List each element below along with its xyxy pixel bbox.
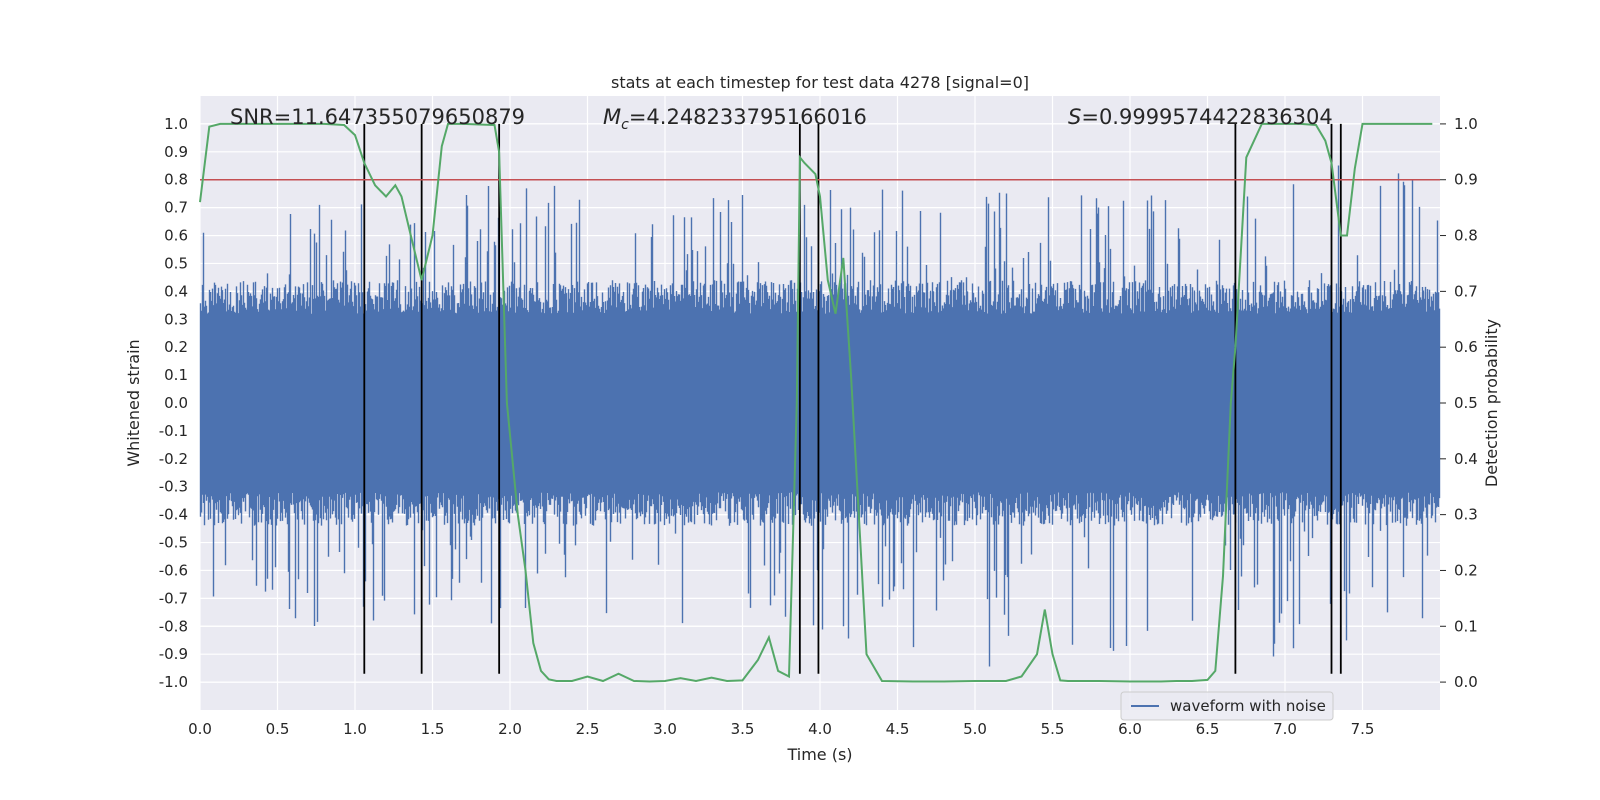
legend-label: waveform with noise [1170,697,1326,715]
y-tick-label: -0.9 [159,645,188,663]
waveform-series [199,165,1441,667]
x-tick-label: 1.5 [421,720,445,738]
y-tick-labels: -1.0 -0.9 -0.8 -0.7 -0.6 -0.5 -0.4 -0.3 -0.2 -0.1… [159,115,188,691]
waveform-noise [199,165,1441,667]
x-tick-label: 5.5 [1041,720,1065,738]
mc-symbol: M [603,105,621,129]
y2-tick-labels: 0.0 0.1 0.2 0.3 0.4 0.5 0.6 0.7 0.8 0.9 1.0 [1440,115,1478,691]
y-tick-label: 0.5 [164,254,188,272]
y-tick-label: -0.1 [159,422,188,440]
x-tick-label: 7.5 [1351,720,1375,738]
x-tick-label: 5.0 [963,720,987,738]
x-tick-label: 1.0 [343,720,367,738]
legend: waveform with noise [1120,691,1334,721]
y2-tick-label: 0.9 [1454,171,1478,189]
x-tick-label: 6.5 [1196,720,1220,738]
x-axis-label: Time (s) [786,745,852,764]
y-tick-label: 0.0 [164,394,188,412]
y-tick-label: -0.4 [159,506,188,524]
x-tick-labels: 0.0 0.5 1.0 1.5 2.0 2.5 3.0 3.5 4.0 4.5 5.0 5.5 6.0 6… [188,720,1374,738]
chirp-mass-annotation: Mc=4.248233795166016 [603,105,867,133]
x-tick-label: 2.5 [576,720,600,738]
y2-axis-label: Detection probability [1482,319,1501,487]
y-tick-label: 0.1 [164,366,188,384]
y-tick-label: -0.8 [159,617,188,635]
y2-tick-label: 0.2 [1454,561,1478,579]
y-tick-label: -0.7 [159,589,188,607]
detection-probability-line [199,122,1433,683]
y-tick-label: -0.5 [159,534,188,552]
x-tick-label: 7.0 [1273,720,1297,738]
y-tick-label: -0.6 [159,561,188,579]
y2-tick-label: 0.1 [1454,617,1478,635]
y2-tick-label: 0.6 [1454,338,1478,356]
y2-tick-label: 1.0 [1454,115,1478,133]
x-tick-label: 3.5 [731,720,755,738]
y-tick-label: 0.9 [164,143,188,161]
y-axis-label: Whitened strain [124,339,143,466]
y-tick-label: -0.3 [159,478,188,496]
y2-tick-label: 0.7 [1454,282,1478,300]
y2-tick-label: 0.5 [1454,394,1478,412]
x-tick-label: 2.0 [498,720,522,738]
y-tick-label: -0.2 [159,450,188,468]
mc-subscript: c [621,117,629,133]
chart-title: stats at each timestep for test data 427… [611,73,1029,92]
vertical-lines [363,123,1342,674]
x-tick-label: 3.0 [653,720,677,738]
y-tick-label: 0.6 [164,227,188,245]
x-tick-label: 0.0 [188,720,212,738]
y2-tick-label: 0.8 [1454,227,1478,245]
s-value: =0.9999574422836304 [1081,105,1332,129]
snr-annotation: SNR=11.647355079650879 [230,105,525,129]
s-symbol: S [1068,105,1081,129]
y-tick-label: 1.0 [164,115,188,133]
legend-box [1120,691,1334,721]
y-tick-label: -1.0 [159,673,188,691]
y2-tick-label: 0.0 [1454,673,1478,691]
y-tick-label: 0.8 [164,171,188,189]
x-tick-label: 0.5 [266,720,290,738]
x-tick-label: 6.0 [1118,720,1142,738]
y-tick-label: 0.3 [164,310,188,328]
y-tick-label: 0.2 [164,338,188,356]
y-tick-label: 0.7 [164,199,188,217]
x-tick-label: 4.0 [808,720,832,738]
score-annotation: S=0.9999574422836304 [1068,105,1333,129]
y-tick-label: 0.4 [164,282,188,300]
y2-tick-label: 0.3 [1454,506,1478,524]
y2-tick-label: 0.4 [1454,450,1478,468]
x-tick-label: 4.5 [886,720,910,738]
mc-value: =4.248233795166016 [629,105,867,129]
